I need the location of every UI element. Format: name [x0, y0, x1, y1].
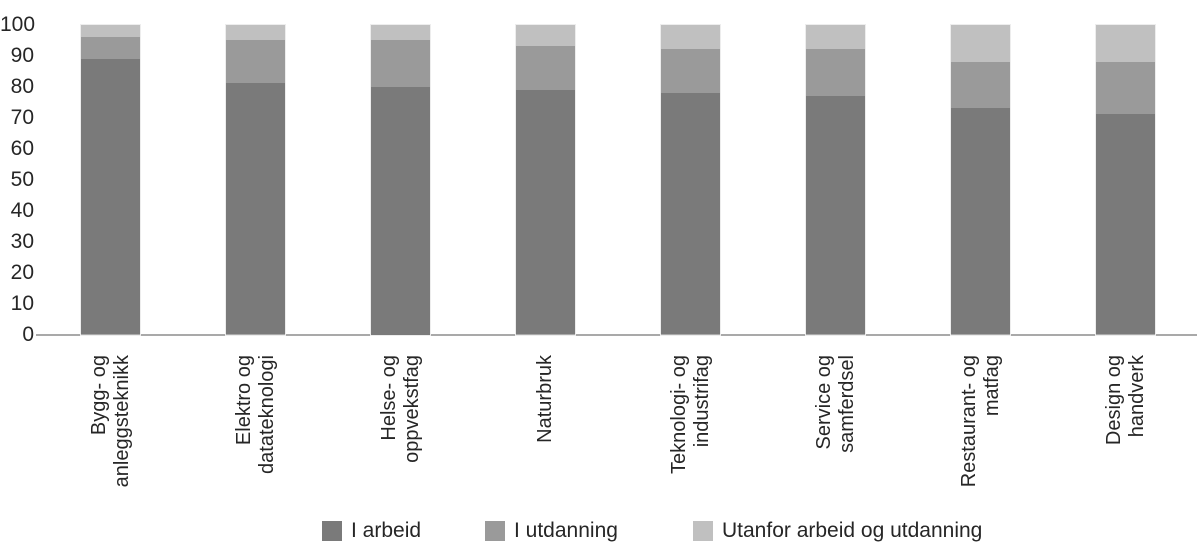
legend-item-i-arbeid: I arbeid [322, 519, 421, 543]
bar-2 [225, 23, 286, 336]
legend-swatch-utanfor-arbeid-og-utdanning [693, 521, 713, 541]
x-label-service-og-samferdsel: Service og samferdsel [812, 355, 858, 453]
y-tick-label-90: 90 [10, 43, 34, 67]
y-tick-label-70: 70 [10, 105, 34, 129]
x-label-design-og-handverk: Design og handverk [1102, 355, 1148, 446]
bar-6 [805, 23, 866, 336]
bar-4 [515, 23, 576, 336]
bar-1 [80, 23, 141, 336]
bar-segment [371, 86, 430, 335]
y-tick-label-60: 60 [10, 136, 34, 160]
x-label-helse-og-oppvekstfag: Helse- og oppvekstfag [377, 355, 423, 463]
y-tick-label-0: 0 [22, 322, 34, 346]
bar-segment [371, 40, 430, 87]
bar-5 [660, 23, 721, 336]
legend-label-utanfor-arbeid-og-utdanning: Utanfor arbeid og utdanning [722, 519, 983, 542]
legend-swatch-i-arbeid [322, 521, 342, 541]
bar-segment [1096, 114, 1155, 335]
bar-segment [516, 24, 575, 47]
y-tick-label-100: 100 [0, 12, 36, 36]
bar-segment [951, 61, 1010, 109]
bar-3 [370, 23, 431, 336]
x-label-naturbruk: Naturbruk [534, 355, 556, 443]
bar-segment [806, 95, 865, 335]
bar-8 [1095, 23, 1156, 336]
bar-segment [951, 108, 1010, 335]
bar-segment [1096, 61, 1155, 115]
x-axis-line [36, 333, 1197, 336]
x-label-bygg-og-anleggsteknikk: Bygg- og anleggsteknikk [87, 355, 133, 488]
y-tick-label-40: 40 [10, 198, 34, 222]
bar-segment [661, 49, 720, 93]
bar-segment [951, 24, 1010, 62]
bar-segment [661, 92, 720, 335]
bar-segment [81, 36, 140, 59]
legend-item-i-utdanning: I utdanning [485, 519, 618, 543]
bar-segment [226, 40, 285, 84]
bar-segment [226, 24, 285, 40]
bar-7 [950, 23, 1011, 336]
bar-segment [661, 24, 720, 50]
x-label-teknologi-og-industrifag: Teknologi- og industrifag [667, 355, 713, 474]
y-tick-label-20: 20 [10, 260, 34, 284]
legend-item-utanfor-arbeid-og-utdanning: Utanfor arbeid og utdanning [693, 519, 982, 543]
y-tick-label-10: 10 [10, 291, 34, 315]
bar-segment [516, 46, 575, 90]
legend-label-i-utdanning: I utdanning [514, 519, 618, 542]
bar-segment [1096, 24, 1155, 62]
y-tick-label-50: 50 [10, 167, 34, 191]
bar-segment [806, 24, 865, 50]
x-label-elektro-og-datateknologi: Elektro og datateknologi [232, 355, 278, 474]
y-tick-label-30: 30 [10, 229, 34, 253]
x-label-restaurant-og-matfag: Restaurant- og matfag [957, 355, 1003, 488]
y-tick-label-80: 80 [10, 74, 34, 98]
bar-segment [81, 58, 140, 335]
bar-segment [81, 24, 140, 37]
bar-segment [371, 24, 430, 40]
bar-segment [516, 89, 575, 335]
bar-segment [806, 49, 865, 96]
legend-label-i-arbeid: I arbeid [351, 519, 422, 542]
legend-swatch-i-utdanning [485, 521, 505, 541]
bar-segment [226, 83, 285, 335]
